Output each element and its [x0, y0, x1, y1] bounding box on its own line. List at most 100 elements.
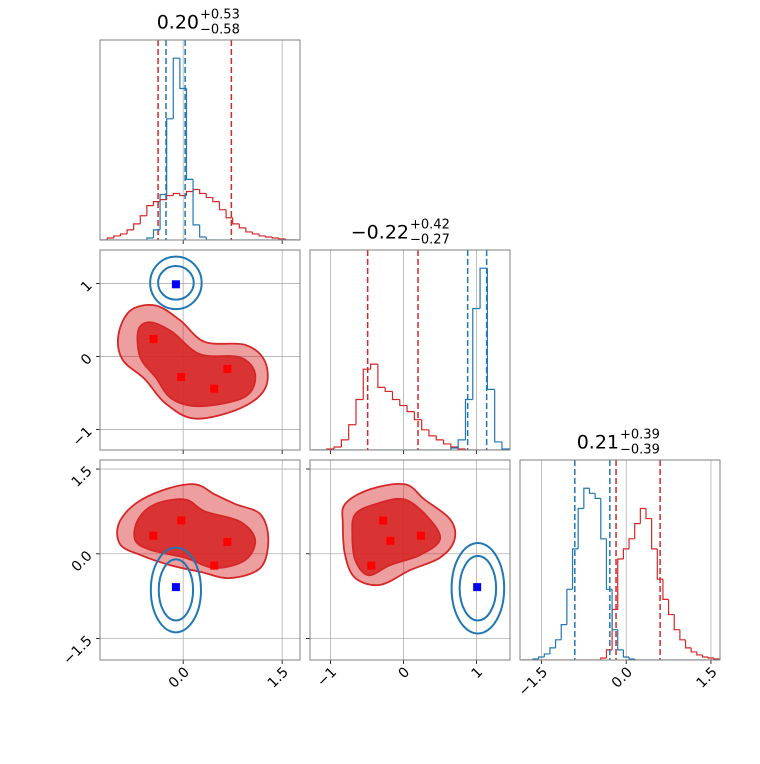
- y-tick-label: −1.5: [60, 633, 95, 668]
- hist-step: [258, 233, 266, 237]
- hist-step: [600, 498, 607, 540]
- hist-step: [166, 194, 174, 200]
- title-upper: +0.53: [200, 8, 240, 23]
- y-tick-label: 1: [78, 278, 96, 296]
- panel-frame: [309, 459, 511, 661]
- marker: [386, 536, 395, 545]
- hist-step: [560, 624, 567, 640]
- marker: [149, 531, 158, 540]
- hist-step: [133, 223, 141, 230]
- hist-step: [348, 424, 356, 440]
- hist-step: [435, 435, 444, 441]
- hist-step: [413, 411, 422, 421]
- contour-level: [458, 555, 498, 622]
- hist-step: [486, 268, 495, 390]
- hist-step: [152, 229, 161, 238]
- hist-step: [450, 447, 459, 450]
- plot-area: [341, 482, 506, 635]
- hist-step: [662, 579, 669, 600]
- marker: [223, 364, 232, 373]
- hist-step: [278, 237, 286, 240]
- hist-step: [628, 538, 635, 549]
- hist-step: [377, 364, 386, 388]
- marker: [473, 583, 482, 592]
- hist-step: [271, 236, 279, 239]
- hist-step: [159, 198, 167, 202]
- hist-step: [185, 88, 194, 180]
- hist-step: [106, 237, 114, 240]
- title-lower: −0.58: [200, 23, 240, 38]
- x-tick-label: 0.0: [166, 664, 193, 691]
- hist-step: [543, 653, 550, 657]
- panel: −1 0 1: [306, 459, 511, 690]
- panel: −1.5 0.0 1.5 0.21 +0.39−0.39: [516, 428, 721, 700]
- hist-step: [391, 391, 400, 401]
- plot-area: [116, 483, 270, 634]
- panel-frame: [99, 459, 301, 661]
- hist-step: [172, 57, 180, 119]
- contour-level: [450, 542, 506, 635]
- hist-step: [265, 235, 273, 238]
- hist-step: [577, 507, 584, 549]
- marker: [149, 335, 158, 344]
- hist-step: [225, 209, 233, 219]
- y-tick-label: 0.0: [69, 548, 96, 575]
- hist-step: [701, 654, 709, 658]
- hist-step: [119, 233, 128, 236]
- panel: −0.22 +0.42−0.27: [309, 218, 511, 454]
- hist-step: [651, 518, 658, 550]
- hist-step: [384, 387, 393, 393]
- hist-step: [232, 217, 240, 225]
- hist-step: [583, 487, 590, 509]
- x-tick-label: 1: [468, 664, 486, 682]
- hist-step: [340, 439, 349, 447]
- hist-step: [199, 224, 207, 238]
- x-tick-label: 1.5: [694, 664, 721, 691]
- panel-title: 0.21: [577, 432, 619, 454]
- plot-area: [521, 460, 720, 660]
- hist-step: [284, 238, 293, 240]
- hist-step: [566, 588, 573, 625]
- panel-frame: [519, 459, 721, 661]
- marker: [177, 516, 186, 525]
- hist-step: [628, 656, 635, 660]
- hist-step: [205, 193, 213, 199]
- hist-step: [600, 657, 607, 660]
- x-tick-label: −1: [314, 664, 340, 690]
- hist-step: [369, 363, 378, 370]
- plot-area: [100, 40, 299, 240]
- y-tick-label: 0: [78, 351, 96, 369]
- hist-step: [707, 656, 714, 659]
- hist-step: [166, 118, 174, 195]
- hist-step: [172, 192, 180, 196]
- hist-step: [617, 558, 624, 610]
- hist-step: [464, 398, 473, 440]
- title-lower: −0.27: [410, 233, 450, 248]
- marker: [210, 561, 219, 570]
- contour-level: [157, 265, 195, 301]
- plot-area: [117, 255, 269, 420]
- y-tick-label: 1.5: [69, 463, 96, 490]
- marker: [171, 280, 180, 289]
- plot-area: [312, 250, 510, 450]
- contour-level: [149, 255, 203, 311]
- hist-step: [611, 589, 618, 631]
- hist-step: [571, 548, 579, 590]
- hist-step: [238, 223, 246, 229]
- hist-step: [494, 389, 502, 443]
- hist-step: [690, 647, 697, 653]
- hist-step: [617, 629, 624, 651]
- hist-step: [406, 405, 415, 413]
- hist-step: [622, 649, 630, 658]
- panel-title: −0.22: [351, 222, 409, 244]
- marker: [378, 516, 387, 525]
- hist-step: [656, 548, 663, 580]
- marker: [210, 384, 219, 393]
- panel-frame: [99, 39, 301, 241]
- panel: 0.0 1.5 −1.5 0.0 1.5: [60, 459, 301, 691]
- hist-step: [679, 629, 686, 641]
- hist-step: [428, 429, 437, 437]
- hist-step: [457, 439, 466, 448]
- contour-level: [136, 321, 257, 408]
